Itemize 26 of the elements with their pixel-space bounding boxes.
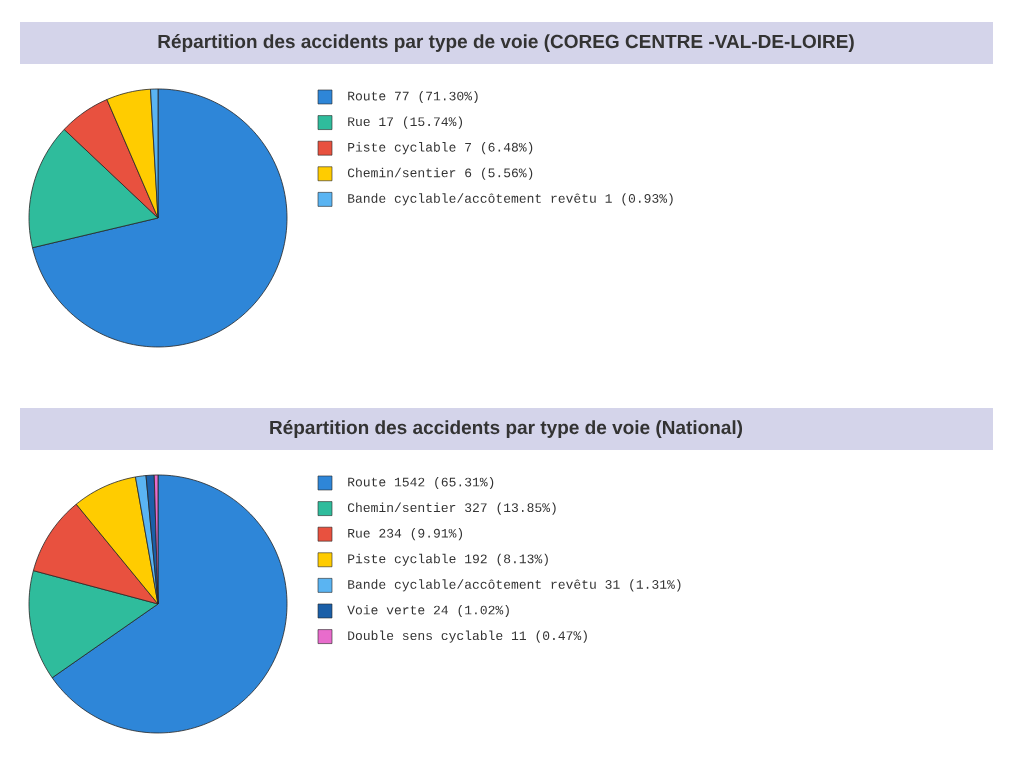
legend-label: Voie verte [347,604,425,615]
data-label: 7 (6.48%) [465,142,533,155]
legend-label: Rue [348,117,370,127]
legend-label: Double sens cyclable [348,630,503,643]
data-label: 327 (13.85%) [465,502,556,515]
data-label: 11 (0.47%) [511,630,587,643]
chart-title: Répartition des accidents par type de voie (National) [270,420,743,438]
legend-label: Bande cyclable/accôtement revêtu [348,579,596,592]
data-label: 77 (71.30%) [395,90,478,104]
data-label: 17 (15.74%) [379,116,463,129]
legend-label: Chemin/sentier [347,502,456,513]
data-label: 1542 (65.31%) [394,476,494,490]
legend-label: Piste cyclable [348,142,456,155]
legend-label: Route [348,477,386,487]
data-label: 31 (1.31%) [605,579,681,592]
data-label: 192 (8.13%) [465,553,548,566]
data-label: 24 (1.02%) [433,604,509,618]
legend-label: Piste cyclable [348,553,456,566]
legend-label: Rue [348,528,370,538]
data-label: 234 (9.91%) [379,528,463,541]
legend-label: Bande cyclable/accôtement revêtu [348,193,596,206]
legend-label: Chemin/sentier [347,167,456,178]
data-label: 1 (0.93%) [605,193,673,206]
data-label: 6 (5.56%) [465,167,533,180]
chart-title: Répartition des accidents par type de voie (COREG CENTRE -VAL-DE-LOIRE) [158,34,854,52]
legend-label: Route [348,91,386,101]
